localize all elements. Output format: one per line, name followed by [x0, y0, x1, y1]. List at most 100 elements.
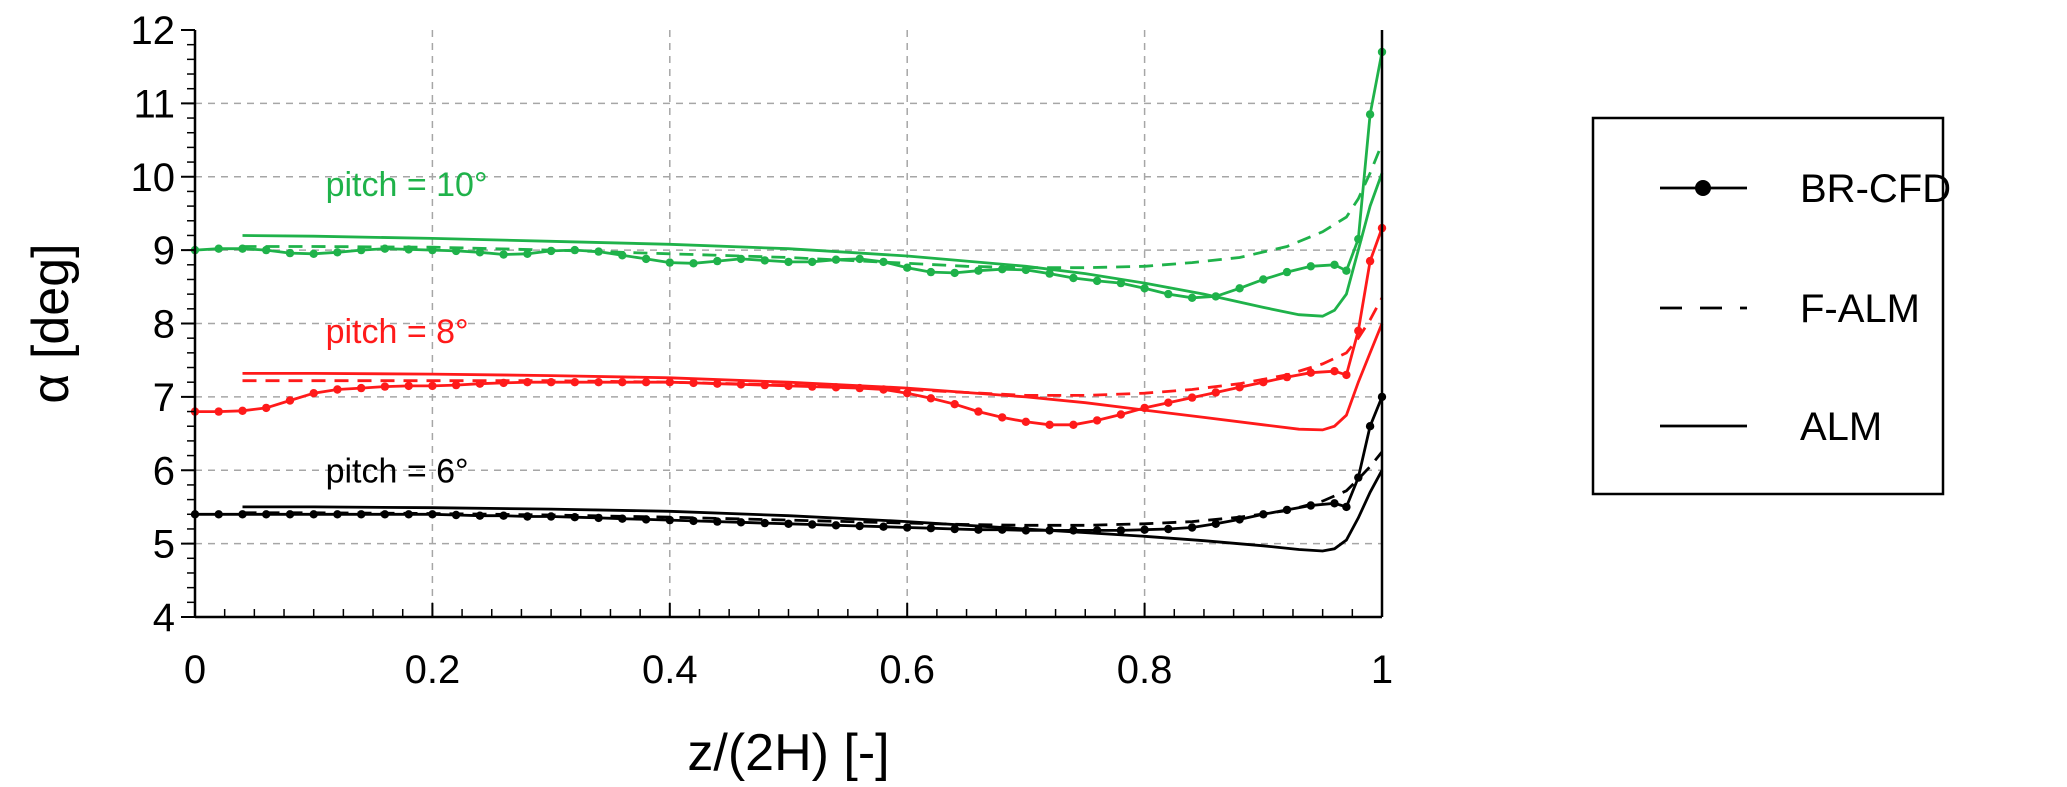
data-point — [713, 256, 722, 266]
data-point — [546, 378, 556, 387]
y-tick-label: 9 — [153, 229, 175, 273]
data-point — [546, 512, 556, 521]
data-point — [1187, 293, 1197, 302]
data-point — [926, 267, 936, 277]
series-pitch-6-alm — [242, 469, 1384, 553]
data-point — [262, 403, 271, 413]
legend-label-br-cfd: BR-CFD — [1800, 167, 1951, 211]
data-point — [1187, 393, 1197, 402]
data-point — [831, 521, 841, 530]
legend-label-alm: ALM — [1800, 405, 1882, 449]
data-point — [879, 522, 888, 531]
data-point — [285, 248, 295, 258]
y-tick-label: 7 — [153, 376, 175, 420]
data-point — [333, 248, 342, 257]
data-point — [950, 268, 959, 278]
data-point — [309, 249, 318, 258]
data-point — [736, 380, 746, 389]
data-point — [760, 380, 769, 390]
data-point — [665, 258, 674, 267]
data-point — [238, 510, 247, 519]
data-point — [784, 381, 793, 391]
series-pitch-8-alm — [242, 322, 1384, 432]
y-tick-label: 11 — [133, 82, 175, 126]
data-point — [1365, 110, 1375, 119]
data-point — [784, 257, 793, 267]
data-point — [1282, 267, 1292, 277]
y-tick-label: 4 — [153, 596, 175, 640]
legend-marker — [1695, 180, 1711, 196]
y-tick-label: 10 — [131, 156, 176, 200]
data-point — [1365, 422, 1375, 431]
y-tick-label: 5 — [153, 523, 175, 567]
data-point — [1211, 388, 1221, 397]
data-point — [285, 396, 295, 405]
data-point — [1342, 370, 1351, 380]
data-point — [641, 254, 651, 264]
data-point — [831, 255, 841, 264]
data-point — [808, 520, 817, 529]
legend: BR-CFD F-ALM ALM — [1591, 116, 1951, 496]
data-point — [333, 385, 342, 394]
legend-label-f-alm: F-ALM — [1800, 287, 1920, 331]
annotation-pitch-8: pitch = 8° — [326, 313, 469, 351]
data-point — [950, 524, 959, 534]
data-point — [998, 413, 1007, 422]
data-point — [855, 254, 864, 264]
data-point — [475, 248, 485, 257]
data-point — [903, 389, 912, 398]
data-point — [1330, 367, 1339, 376]
data-point — [1045, 269, 1054, 278]
plot-series — [190, 47, 1387, 553]
data-point — [1306, 368, 1316, 377]
data-point — [1164, 398, 1173, 407]
annotations: pitch = 10° pitch = 8° pitch = 6° — [326, 166, 488, 490]
data-point — [1259, 275, 1268, 284]
data-point — [950, 400, 959, 409]
data-point — [1069, 420, 1078, 429]
data-point — [974, 407, 983, 416]
data-point — [903, 263, 912, 272]
annotation-pitch-10: pitch = 10° — [326, 166, 488, 204]
data-point — [262, 245, 271, 255]
data-point — [1342, 502, 1351, 512]
data-point — [1330, 260, 1339, 269]
data-point — [285, 510, 295, 519]
data-point — [903, 523, 912, 532]
data-point — [309, 389, 318, 398]
data-point — [428, 381, 437, 391]
series-pitch-8-f-alm — [242, 297, 1384, 397]
data-point — [451, 380, 461, 390]
y-tick-label: 6 — [153, 449, 175, 493]
data-point — [689, 378, 698, 388]
data-point — [1092, 416, 1102, 425]
data-point — [974, 525, 983, 534]
data-point — [689, 259, 698, 268]
data-point — [1140, 525, 1149, 534]
x-tick-label: 0.8 — [1117, 648, 1173, 692]
data-point — [1092, 276, 1102, 286]
data-point — [1235, 284, 1244, 293]
data-point — [523, 378, 532, 387]
y-tick-label: 8 — [153, 303, 175, 347]
data-point — [926, 524, 936, 533]
data-point — [760, 256, 769, 265]
data-point — [1164, 289, 1173, 299]
x-tick-label: 0 — [184, 648, 206, 692]
x-tick-label: 1 — [1371, 648, 1393, 692]
data-point — [879, 257, 888, 267]
data-point — [1116, 410, 1126, 419]
x-axis-title: z/(2H) [-] — [687, 724, 889, 782]
data-point — [404, 381, 413, 391]
series-pitch-10-f-alm — [242, 143, 1384, 270]
data-point — [1116, 526, 1126, 535]
series-pitch-10-alm — [242, 172, 1384, 318]
data-point — [214, 244, 223, 253]
data-point — [1342, 266, 1351, 275]
data-point — [1021, 417, 1031, 426]
data-point — [926, 394, 936, 403]
axes: 0 0.2 0.4 0.6 0.8 1 4 5 6 7 8 9 10 11 12 z/(2H) [-] α [d… — [22, 9, 1393, 782]
data-point — [1164, 524, 1173, 534]
y-axis-title: α [deg] — [22, 243, 80, 403]
